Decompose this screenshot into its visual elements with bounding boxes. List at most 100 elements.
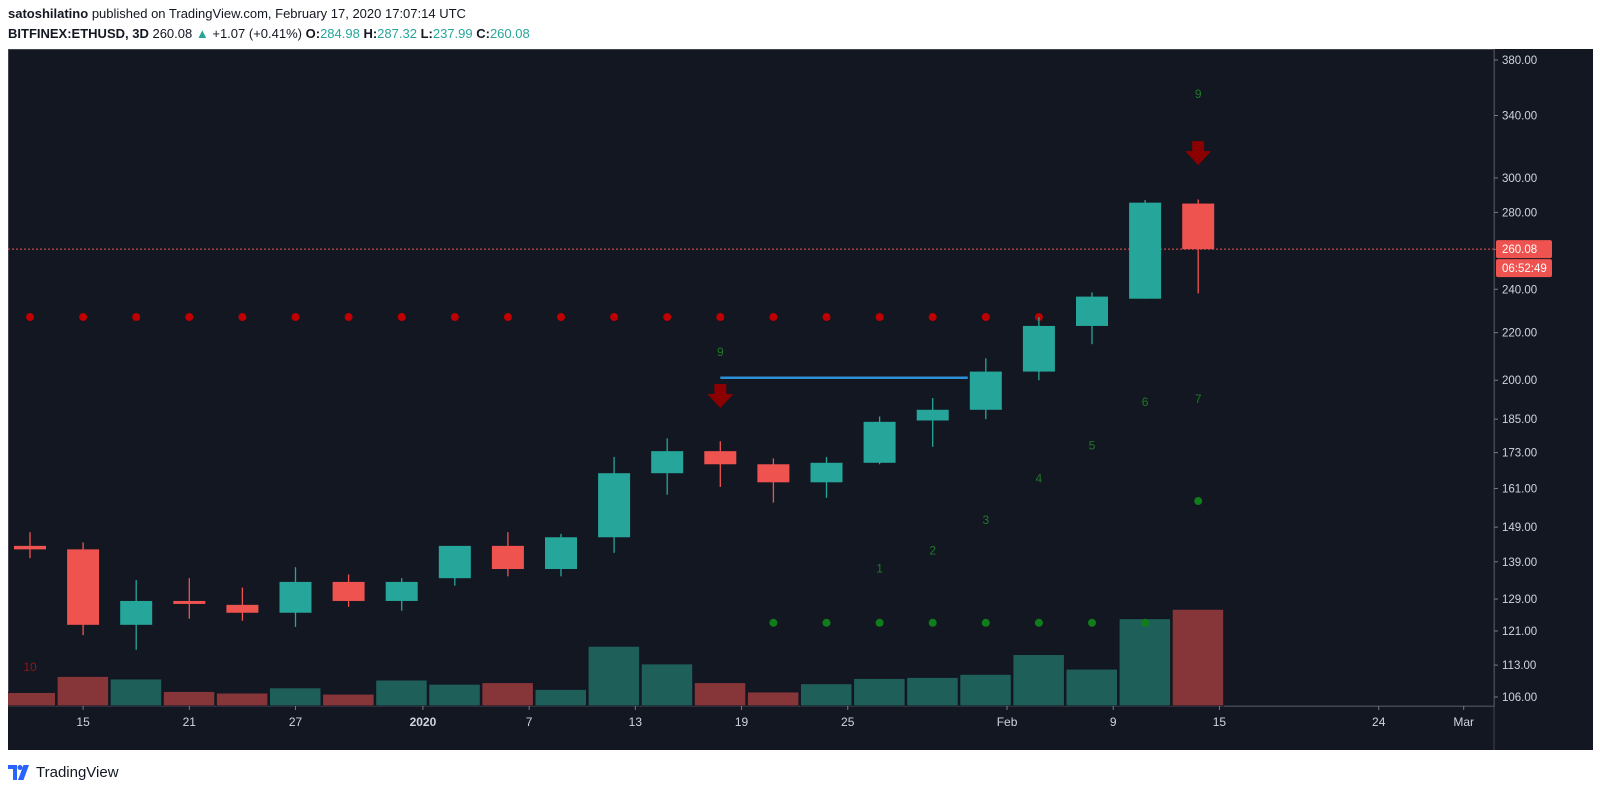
- price-tick-label: 280.00: [1502, 207, 1537, 219]
- resistance-dot: [875, 313, 884, 322]
- support-dot: [1194, 497, 1203, 506]
- volume-bar: [534, 688, 587, 707]
- candle: [598, 456, 631, 553]
- resistance-dot: [397, 313, 406, 322]
- candle-body: [1182, 203, 1215, 250]
- last-price-label: 260.08: [1502, 244, 1537, 256]
- resistance-dot: [26, 313, 34, 322]
- candle-body: [916, 409, 949, 421]
- candle-body: [226, 604, 259, 613]
- candle-body: [1022, 325, 1055, 372]
- time-tick-label: 24: [1372, 715, 1386, 729]
- candle: [651, 438, 684, 495]
- time-tick-label: 9: [1110, 715, 1117, 729]
- candle: [279, 567, 312, 627]
- resistance-dot: [503, 313, 512, 322]
- resistance-dot: [79, 313, 88, 322]
- candle: [1076, 292, 1108, 345]
- time-tick-label: 19: [735, 715, 749, 729]
- resistance-dot: [132, 313, 141, 322]
- candle-body: [385, 581, 418, 601]
- tradingview-logo[interactable]: TradingView: [8, 760, 119, 784]
- time-tick-label: 13: [629, 715, 643, 729]
- candle-body: [1076, 296, 1108, 326]
- volume-bar: [853, 677, 906, 707]
- volume-bar: [322, 693, 375, 707]
- price-chart[interactable]: 1 2 3 4 5 6 7 9 9 10 380.00 340.00 300.00 280.00 260.0…: [3, 49, 1593, 750]
- publisher-name[interactable]: satoshilatino: [8, 6, 89, 21]
- price-tick-label: 121.00: [1502, 626, 1537, 638]
- candle-body: [67, 549, 100, 625]
- candle-body: [14, 545, 46, 550]
- candle-body: [173, 600, 206, 604]
- candle: [704, 441, 737, 487]
- last-price: 260.08: [152, 26, 193, 41]
- volume-bar: [746, 691, 800, 707]
- candle: [1182, 199, 1215, 294]
- resistance-dot: [663, 313, 672, 322]
- support-dot: [1088, 618, 1096, 627]
- candle: [173, 578, 206, 619]
- high-value: 287.32: [377, 26, 417, 41]
- symbol-label[interactable]: BITFINEX:ETHUSD, 3D: [8, 26, 149, 41]
- resistance-dot: [822, 313, 831, 322]
- sequential-count-label: 10: [23, 660, 37, 674]
- candle: [332, 574, 365, 607]
- volume-bar: [481, 682, 534, 707]
- countdown-label: 06:52:49: [1502, 263, 1547, 275]
- volume-bar: [56, 675, 110, 707]
- chart-header: satoshilatino published on TradingView.c…: [8, 6, 530, 44]
- candle-body: [704, 451, 737, 465]
- resistance-dot: [928, 313, 937, 322]
- volume-bar: [1012, 654, 1065, 707]
- time-tick-label: 21: [183, 715, 197, 729]
- candle: [120, 580, 153, 650]
- volume-bar: [428, 683, 481, 707]
- resistance-dot: [291, 313, 300, 322]
- high-label: H:: [363, 26, 378, 41]
- price-tick-label: 185.00: [1502, 414, 1537, 426]
- volume-bar: [109, 678, 163, 707]
- candle-body: [120, 600, 153, 625]
- support-dot: [822, 618, 831, 627]
- sequential-count-label: 3: [982, 513, 989, 527]
- candle: [916, 398, 949, 447]
- sequential-count-label: 2: [929, 544, 936, 558]
- chart-background: [8, 49, 1593, 750]
- sequential-count-label: 1: [876, 562, 883, 576]
- candle: [226, 587, 259, 621]
- candle-body: [757, 464, 790, 483]
- price-tick-label: 113.00: [1502, 660, 1536, 672]
- open-value: 284.98: [320, 26, 360, 41]
- candle-body: [545, 537, 577, 570]
- resistance-dot: [238, 313, 247, 322]
- candle-body: [438, 545, 471, 579]
- candle-body: [598, 473, 631, 538]
- tradingview-brand: TradingView: [36, 763, 119, 781]
- published-info: published on TradingView.com, February 1…: [91, 6, 466, 21]
- sequential-count-label: 6: [1142, 395, 1149, 409]
- support-dot: [769, 618, 778, 627]
- candle: [863, 416, 896, 465]
- price-tick-label: 161.00: [1502, 483, 1537, 495]
- tradingview-logo-icon: [8, 765, 29, 780]
- open-label: O:: [305, 26, 321, 41]
- volume-bar: [906, 676, 959, 707]
- sell-arrow-icon: [707, 384, 734, 409]
- price-tick-label: 380.00: [1502, 55, 1537, 67]
- candle: [14, 532, 46, 559]
- volume-bar: [587, 645, 641, 707]
- volume-bar: [693, 682, 747, 707]
- last-price-badge: [1496, 240, 1552, 259]
- chart-area[interactable]: 1 2 3 4 5 6 7 9 9 10 380.00 340.00 300.00 280.00 260.0…: [3, 49, 1593, 750]
- price-change: +1.07 (+0.41%): [212, 26, 302, 41]
- candle: [810, 456, 843, 498]
- candle: [1022, 317, 1055, 381]
- low-value: 237.99: [432, 26, 473, 41]
- price-tick-label: 139.00: [1502, 557, 1537, 569]
- volume-bar: [1065, 668, 1118, 707]
- candle: [545, 533, 577, 577]
- candle: [969, 358, 1002, 420]
- candle-body: [969, 371, 1002, 410]
- sequential-count-label: 7: [1195, 392, 1202, 406]
